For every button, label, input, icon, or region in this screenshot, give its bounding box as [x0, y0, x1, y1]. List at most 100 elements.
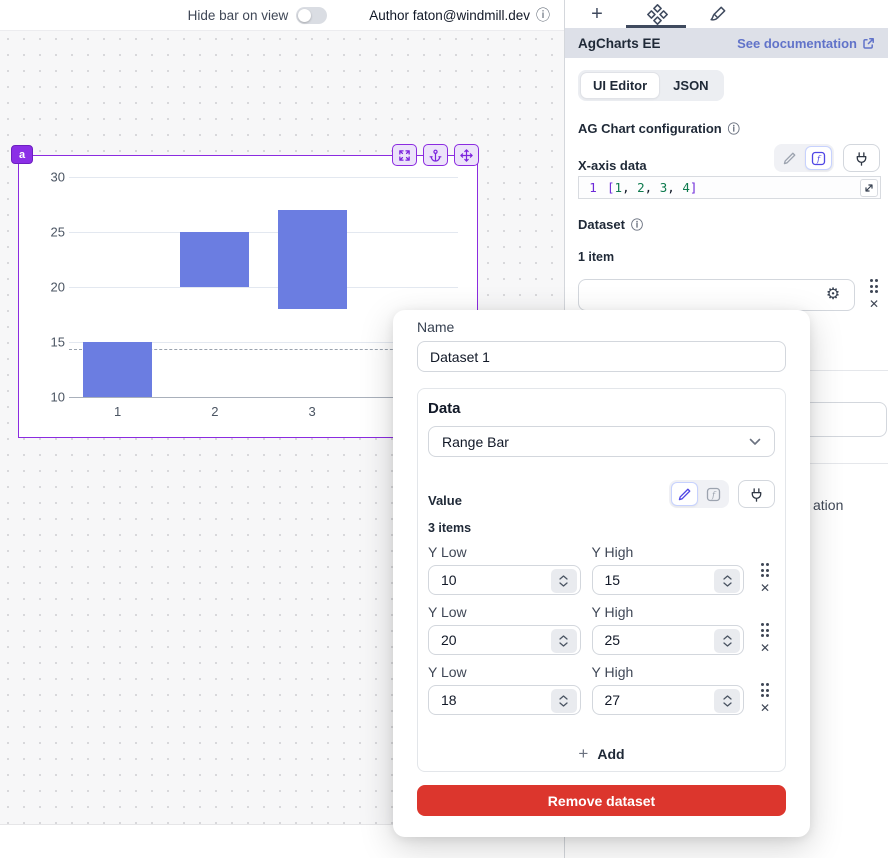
tab-json[interactable]: JSON	[673, 78, 709, 93]
add-item-button[interactable]: + Add	[578, 744, 625, 763]
info-icon[interactable]: ⓘ	[630, 217, 643, 232]
external-link-icon	[862, 37, 875, 50]
data-section-title: Data	[428, 400, 461, 417]
x-axis-tick-label: 2	[211, 404, 219, 419]
number-stepper[interactable]	[550, 689, 577, 713]
y-axis-tick-label: 25	[50, 224, 65, 240]
y-low-input[interactable]: 20	[428, 625, 581, 655]
stepper-down-icon	[559, 702, 568, 707]
static-mode-button[interactable]	[776, 146, 803, 170]
y-high-label: Y High	[591, 604, 634, 620]
resize-icon	[864, 183, 874, 193]
value-item-row: Y Low 10 Y High 15	[428, 544, 775, 595]
dashed-guide-line	[69, 348, 458, 350]
dataset-settings-button[interactable]: ⚙	[812, 280, 854, 310]
drag-handle-icon[interactable]	[869, 279, 879, 293]
chart-type-select[interactable]: Range Bar	[428, 426, 775, 457]
stepper-up-icon	[559, 575, 568, 580]
row-controls: ✕	[755, 544, 775, 594]
name-input[interactable]	[417, 341, 786, 372]
number-stepper[interactable]	[714, 689, 740, 713]
chart-plot: 10152025301234	[19, 156, 477, 437]
value-item-row: Y Low 20 Y High 25	[428, 604, 775, 655]
code-content: [1, 2, 3, 4]	[607, 180, 698, 195]
move-icon	[460, 148, 473, 162]
close-icon[interactable]: ✕	[868, 297, 880, 311]
y-high-label: Y High	[591, 544, 634, 560]
number-stepper[interactable]	[550, 569, 577, 593]
plug-icon	[854, 151, 869, 166]
stepper-up-icon	[722, 575, 732, 580]
config-section-label: AG Chart configuration ⓘ	[578, 121, 740, 136]
dataset-item-row[interactable]: ⚙	[578, 279, 855, 311]
range-bar	[180, 232, 250, 287]
drag-handle-icon[interactable]	[760, 563, 770, 577]
mode-toggle-group: f	[669, 480, 729, 508]
expression-mode-button[interactable]: f	[805, 146, 832, 170]
y-high-input[interactable]: 27	[591, 685, 744, 715]
value-mode-buttons: f	[669, 480, 775, 508]
connect-button[interactable]	[738, 480, 775, 508]
y-low-input[interactable]: 10	[428, 565, 581, 595]
close-icon[interactable]: ✕	[759, 581, 771, 595]
plus-icon: +	[578, 744, 589, 763]
toggle-knob	[298, 8, 312, 22]
value-label: Value	[428, 493, 462, 508]
expand-icon	[398, 149, 411, 162]
gridline	[69, 287, 458, 288]
remove-dataset-button[interactable]: Remove dataset	[417, 785, 786, 816]
stepper-up-icon	[559, 635, 568, 640]
anchor-button[interactable]	[423, 144, 448, 166]
stepper-up-icon	[559, 695, 568, 700]
expand-button[interactable]	[392, 144, 417, 166]
tab-ui-editor[interactable]: UI Editor	[581, 73, 660, 98]
tab-components[interactable]	[645, 3, 669, 25]
y-high-input[interactable]: 25	[591, 625, 744, 655]
drag-handle-icon[interactable]	[760, 623, 770, 637]
connect-button[interactable]	[843, 144, 880, 172]
dataset-row-controls: ✕	[865, 279, 883, 310]
range-bar	[277, 210, 347, 309]
mode-toggle-group: f	[774, 144, 834, 172]
tab-styling[interactable]	[705, 5, 729, 24]
value-row: Value f	[428, 480, 775, 508]
y-low-label: Y Low	[428, 544, 467, 560]
value-items-count: 3 items	[428, 521, 472, 535]
svg-text:f: f	[816, 153, 822, 163]
y-low-input[interactable]: 18	[428, 685, 581, 715]
expression-mode-button[interactable]: f	[700, 482, 727, 506]
editor-expand-button[interactable]	[860, 179, 878, 197]
anchor-icon	[429, 149, 442, 162]
gridline	[69, 232, 458, 233]
drag-handle-icon[interactable]	[760, 683, 770, 697]
move-button[interactable]	[454, 144, 479, 166]
number-stepper[interactable]	[550, 629, 577, 653]
xaxis-code-editor[interactable]: 1 [1, 2, 3, 4]	[578, 176, 881, 199]
close-icon[interactable]: ✕	[759, 701, 771, 715]
stepper-up-icon	[722, 695, 732, 700]
hide-bar-toggle[interactable]	[296, 6, 328, 24]
y-low-label: Y Low	[428, 664, 467, 680]
info-icon[interactable]: ⓘ	[727, 121, 740, 136]
background-text-fragment: ation	[813, 497, 844, 513]
y-axis-tick-label: 20	[50, 279, 65, 295]
y-axis-tick-label: 10	[50, 389, 65, 405]
row-controls: ✕	[755, 604, 775, 654]
number-stepper[interactable]	[714, 569, 740, 593]
see-documentation-link[interactable]: See documentation	[737, 36, 875, 51]
tab-insert[interactable]: +	[585, 4, 609, 24]
y-high-input[interactable]: 15	[591, 565, 744, 595]
info-icon[interactable]: ⓘ	[536, 7, 550, 23]
author-label: Author faton@windmill.dev	[369, 7, 530, 23]
author-group: Author faton@windmill.dev ⓘ	[369, 8, 550, 23]
active-tab-indicator	[626, 25, 686, 28]
close-icon[interactable]: ✕	[759, 641, 771, 655]
function-icon: f	[706, 487, 721, 502]
range-bar	[83, 342, 153, 397]
component-id-badge: a	[11, 145, 33, 164]
stepper-down-icon	[722, 702, 732, 707]
number-stepper[interactable]	[714, 629, 740, 653]
static-mode-button[interactable]	[671, 482, 698, 506]
data-section: Data Range Bar Value	[417, 388, 786, 772]
row-controls: ✕	[755, 664, 775, 714]
